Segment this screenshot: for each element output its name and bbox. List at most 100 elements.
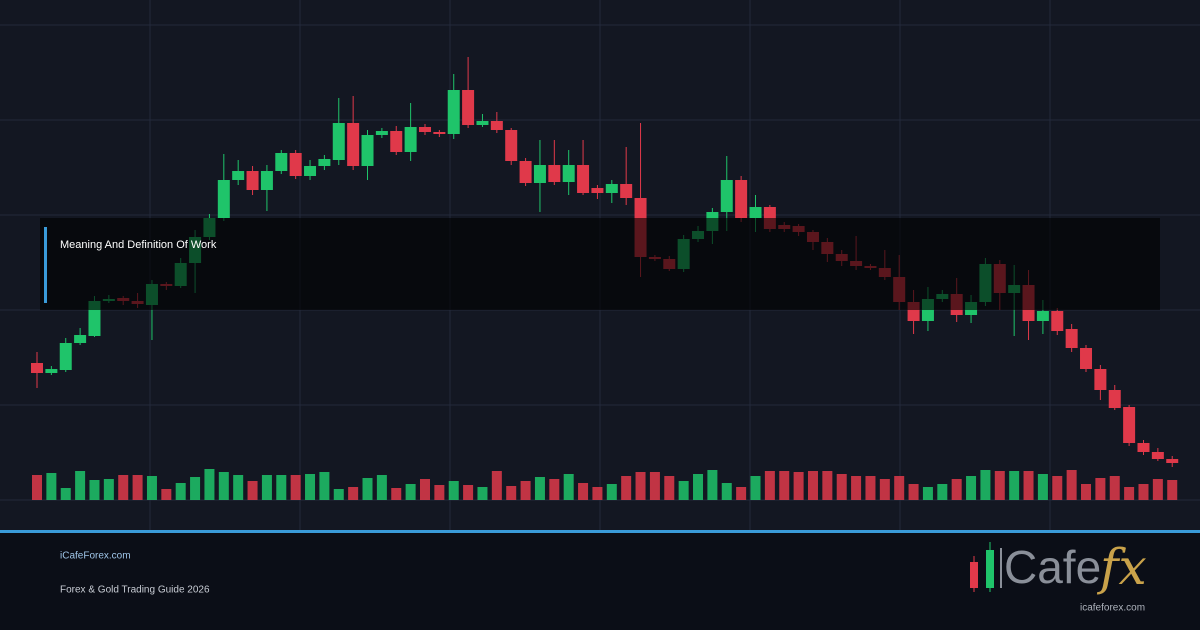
- volume-bar: [520, 481, 531, 500]
- candle-body: [375, 131, 388, 135]
- volume-bar: [980, 470, 991, 500]
- volume-bar: [463, 485, 474, 500]
- volume-bar: [434, 485, 445, 500]
- volume-bar: [75, 471, 86, 500]
- candle-body: [232, 171, 245, 180]
- candle-body: [720, 180, 733, 212]
- volume-bar: [951, 479, 962, 500]
- candle-body: [749, 207, 762, 218]
- candle-body: [217, 180, 230, 218]
- volume-bar: [32, 475, 42, 500]
- title-band: [40, 218, 1160, 310]
- volume-bar: [851, 476, 862, 500]
- volume-bar: [664, 476, 675, 500]
- candle-body: [1094, 369, 1107, 390]
- volume-bar: [290, 475, 301, 500]
- candle-body: [275, 153, 288, 171]
- candle-body: [390, 131, 403, 152]
- volume-bar: [549, 479, 560, 500]
- volume-bar: [376, 475, 387, 500]
- volume-bar: [1109, 476, 1120, 500]
- volume-bar: [1081, 484, 1092, 500]
- logo-accent: fx: [1096, 538, 1147, 596]
- candle-body: [476, 121, 489, 125]
- candle-body: [347, 123, 360, 166]
- logo-word: Cafe: [1004, 541, 1101, 593]
- logo: Cafe fx icafeforex.com: [970, 538, 1147, 614]
- volume-bar: [276, 475, 287, 500]
- title-accent: [44, 227, 47, 303]
- volume-bar: [132, 475, 143, 500]
- candle-body: [505, 130, 518, 161]
- candle-body: [490, 121, 503, 130]
- candle-body: [562, 165, 575, 182]
- volume-bar: [836, 474, 847, 500]
- divider: [0, 530, 1200, 533]
- volume-bar: [118, 475, 129, 500]
- candle-body: [1137, 443, 1150, 452]
- volume-bar: [966, 476, 977, 500]
- candle-body: [591, 188, 604, 193]
- candle-body: [447, 90, 460, 134]
- overlay-title: Meaning And Definition Of Work: [60, 239, 217, 251]
- volume-bar: [678, 481, 689, 500]
- volume-bar: [161, 489, 172, 500]
- volume-bar: [146, 476, 157, 500]
- volume-bar: [721, 483, 732, 500]
- logo-url: icafeforex.com: [1080, 603, 1145, 614]
- volume-bar: [693, 474, 704, 500]
- volume-bar: [649, 472, 660, 500]
- volume-bar: [1009, 471, 1020, 500]
- candle-body: [1166, 459, 1179, 463]
- volume-bar: [506, 486, 517, 500]
- volume-bar: [606, 484, 617, 500]
- candle-body: [1080, 348, 1093, 369]
- volume-bar: [1152, 479, 1163, 500]
- volume-bar: [736, 487, 747, 500]
- volume-bar: [894, 476, 905, 500]
- footer-tagline: Forex & Gold Trading Guide 2026: [60, 585, 210, 596]
- candle-body: [304, 166, 317, 176]
- candle-body: [1051, 311, 1064, 331]
- candle-body: [1123, 407, 1136, 443]
- footer-site: iCafeForex.com: [60, 551, 131, 562]
- volume-bar: [822, 471, 833, 500]
- candle-body: [533, 165, 546, 183]
- candle-body: [462, 90, 475, 125]
- volume-bar: [204, 469, 215, 500]
- volume-bar: [1023, 471, 1034, 500]
- volume-bar: [750, 476, 761, 500]
- candle-body: [31, 363, 43, 373]
- volume-bar: [190, 477, 201, 500]
- volume-bar: [1167, 480, 1178, 500]
- volume-bar: [865, 476, 876, 500]
- volume-bar: [908, 484, 919, 500]
- volume-bar: [621, 476, 632, 500]
- volume-bar: [1052, 476, 1063, 500]
- volume-bar: [994, 471, 1005, 500]
- volume-bar: [319, 472, 330, 500]
- volume-bar: [103, 479, 114, 500]
- candle-body: [1065, 329, 1078, 348]
- candle-body: [620, 184, 633, 198]
- candle-body: [289, 153, 302, 176]
- candle-body: [577, 165, 590, 193]
- volume-bar: [793, 472, 804, 500]
- volume-bar: [348, 487, 359, 500]
- candle-body: [318, 159, 331, 166]
- candle-body: [418, 127, 431, 132]
- candle-body: [735, 180, 748, 218]
- candle-body: [74, 335, 87, 343]
- candle-body: [1108, 390, 1121, 408]
- candle-body: [59, 343, 72, 370]
- volume-bar: [1095, 478, 1106, 500]
- volume-bar: [491, 471, 502, 500]
- volume-bar: [807, 471, 818, 500]
- volume-bar: [1037, 474, 1048, 500]
- volume-bar: [175, 483, 186, 500]
- volume-bar: [233, 475, 244, 500]
- candle-body: [332, 123, 345, 160]
- volume-bar: [879, 479, 890, 500]
- candle-body: [605, 184, 618, 193]
